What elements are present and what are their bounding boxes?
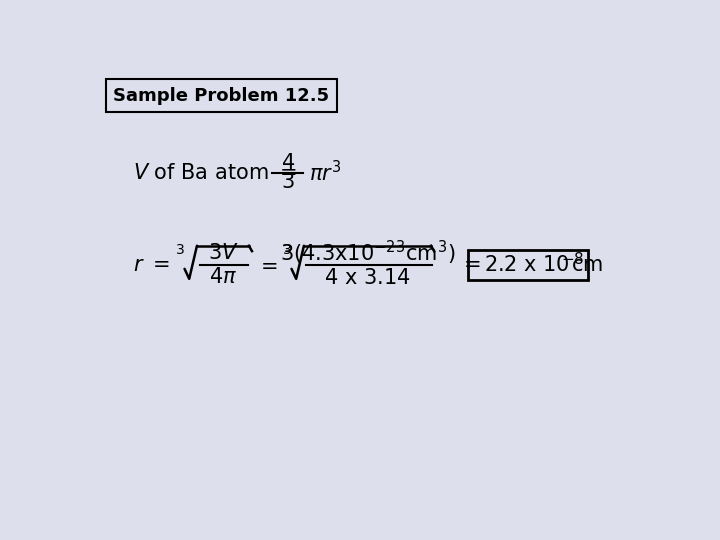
Text: $\pi r^3$: $\pi r^3$	[310, 160, 341, 185]
Text: $=$: $=$	[256, 255, 277, 275]
Text: $\mathit{r}$ $=$: $\mathit{r}$ $=$	[132, 255, 169, 275]
Text: $4$: $4$	[281, 153, 294, 173]
Text: 3: 3	[282, 242, 291, 256]
Text: $-8$: $-8$	[561, 251, 585, 267]
Text: $4\ \mathrm{x}\ 3.14$: $4\ \mathrm{x}\ 3.14$	[324, 268, 410, 288]
Text: $4\pi$: $4\pi$	[210, 267, 238, 287]
Text: $3(4.3\mathrm{x}10^{-23}\mathrm{cm}^3)$: $3(4.3\mathrm{x}10^{-23}\mathrm{cm}^3)$	[279, 239, 455, 267]
Text: $\mathit{V}$ of Ba atom $=$: $\mathit{V}$ of Ba atom $=$	[132, 163, 296, 183]
FancyBboxPatch shape	[468, 249, 588, 280]
Text: $\mathrm{cm}$: $\mathrm{cm}$	[571, 255, 603, 275]
Text: $3\mathit{V}$: $3\mathit{V}$	[208, 242, 239, 262]
Text: 3: 3	[176, 242, 184, 256]
Text: Sample Problem 12.5: Sample Problem 12.5	[113, 86, 329, 105]
Text: $3$: $3$	[281, 172, 294, 192]
Text: $= 2.2\ \mathrm{x}\ 10$: $= 2.2\ \mathrm{x}\ 10$	[459, 255, 570, 275]
